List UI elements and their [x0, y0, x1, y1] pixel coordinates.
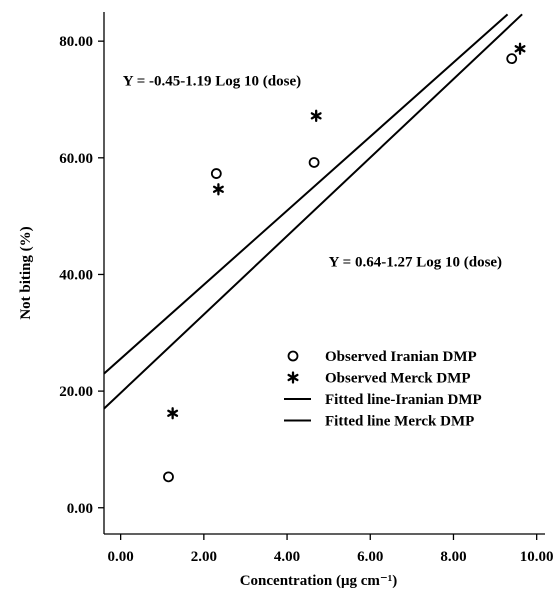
y-tick-label: 60.00 [59, 151, 93, 167]
fitted-line-iranian [104, 13, 523, 410]
point-iranian [506, 53, 518, 65]
legend-label: Fitted line-Iranian DMP [325, 392, 482, 408]
y-tick-label: 20.00 [59, 384, 93, 400]
point-merck [212, 183, 224, 196]
axes: 0.00 2.00 4.00 6.00 8.00 10.00 0.00 20.00 40.00 6… [18, 12, 554, 589]
point-merck [167, 407, 179, 420]
x-tick-label: 0.00 [108, 549, 134, 565]
y-axis-title: Not biting (%) [18, 226, 34, 319]
x-tick-label: 6.00 [357, 549, 383, 565]
point-iranian [163, 471, 174, 483]
x-tick-label: 2.00 [191, 549, 217, 565]
y-tick-label: 80.00 [59, 34, 93, 50]
point-merck [514, 42, 526, 55]
legend-label: Observed Merck DMP [325, 371, 471, 387]
y-tick-label: 0.00 [67, 501, 93, 517]
equation-label: Y = -0.45-1.19 Log 10 (dose) [123, 73, 301, 89]
x-tick-label: 4.00 [274, 549, 300, 565]
legend-marker-star [287, 371, 299, 384]
y-tick-label: 40.00 [59, 267, 93, 283]
series-layer [104, 13, 526, 483]
legend-label: Fitted line Merck DMP [325, 414, 474, 430]
annotations-layer: Y = -0.45-1.19 Log 10 (dose) Y = 0.64-1.2… [123, 73, 502, 270]
point-merck [310, 109, 322, 122]
fitted-line-merck [104, 13, 509, 375]
legend-marker-circle [287, 350, 299, 362]
x-tick-label: 10.00 [520, 549, 554, 565]
x-axis-title: Concentration (μg cm⁻¹) [240, 573, 398, 589]
legend: Observed Iranian DMP Observed Merck DMP Fi… [284, 349, 482, 430]
equation-label: Y = 0.64-1.27 Log 10 (dose) [329, 254, 502, 270]
point-iranian [210, 168, 222, 179]
legend-label: Observed Iranian DMP [325, 349, 477, 365]
x-tick-label: 8.00 [440, 549, 466, 565]
point-iranian [308, 157, 320, 168]
